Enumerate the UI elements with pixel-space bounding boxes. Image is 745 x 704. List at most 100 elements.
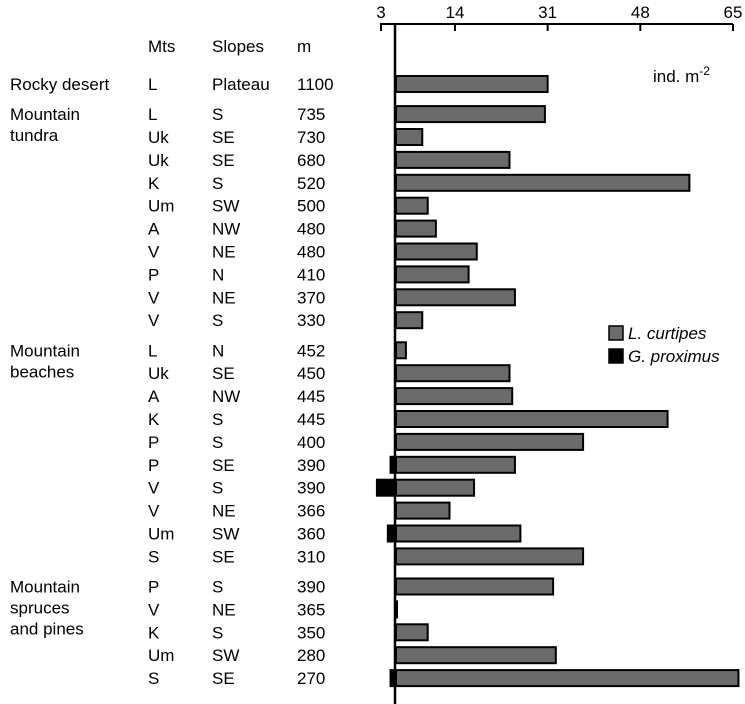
row-slope: SW [212,646,239,665]
row-elevation: 360 [297,525,325,544]
group-label: and pines [10,620,84,639]
legend-label-lc: L. curtipes [628,324,707,343]
data-rows: Rocky desert L Plateau 1100 Mountain tundra L S… [10,75,740,688]
group-label: tundra [10,126,59,145]
row-elevation: 480 [297,220,325,239]
bar-l-curtipes [395,311,424,330]
row-elevation: 410 [297,265,325,284]
bar-l-curtipes [395,242,478,261]
row-elevation: 390 [297,578,325,597]
legend-swatch-gp [608,348,624,364]
x-tick-label: 65 [724,3,743,22]
row-slope: Plateau [212,75,270,94]
axis-unit-label: ind. m-2 [653,64,710,86]
x-tick-label: 14 [446,3,465,22]
row-mts: K [148,410,160,429]
row-elevation: 445 [297,387,325,406]
bar-l-curtipes [395,524,522,543]
header-m: m [297,37,311,56]
bar-l-curtipes [395,341,407,360]
row-slope: SE [212,128,235,147]
row-slope: NW [212,220,240,239]
row-mts: K [148,174,160,193]
row-elevation: 500 [297,197,325,216]
row-mts: V [148,479,160,498]
bar-l-curtipes [395,501,451,520]
bar-l-curtipes [395,432,585,451]
bar-l-curtipes [395,410,669,428]
row-slope: NE [212,243,236,262]
bar-l-curtipes [395,288,516,307]
row-elevation: 366 [297,502,325,521]
bar-l-curtipes [395,478,476,497]
row-mts: P [148,433,159,452]
row-slope: S [212,410,223,429]
row-elevation: 680 [297,151,325,170]
row-mts: V [148,311,160,330]
bar-l-curtipes [395,150,511,169]
legend-label-gp: G. proximus [628,347,720,366]
row-elevation: 390 [297,479,325,498]
row-mts: Um [148,646,174,665]
row-elevation: 400 [297,433,325,452]
row-mts: P [148,578,159,597]
row-slope: SW [212,525,239,544]
bar-l-curtipes [395,128,424,146]
bar-l-curtipes [395,387,514,406]
row-slope: SE [212,456,235,475]
row-slope: S [212,311,223,330]
row-elevation: 270 [297,669,325,688]
bar-g-proximus [375,478,396,497]
row-mts: A [148,387,160,406]
row-slope: NW [212,387,240,406]
bar-g-proximus [389,455,396,474]
x-tick-label: 48 [631,3,650,22]
x-axis: 3 14 31 48 65 [376,3,742,31]
row-mts: A [148,220,160,239]
row-slope: SE [212,364,235,383]
svg-text:ind. m-2: ind. m-2 [653,64,710,86]
row-mts: Uk [148,151,169,170]
row-slope: S [212,623,223,642]
group-label: Mountain [10,105,80,124]
table-header: Mts Slopes m [148,37,311,56]
bar-l-curtipes [395,105,546,124]
row-slope: S [212,105,223,124]
group-label: beaches [10,362,74,381]
row-mts: Uk [148,364,169,383]
row-elevation: 452 [297,341,325,360]
row-elevation: 350 [297,623,325,642]
row-mts: V [148,502,160,521]
row-slope: SW [212,197,239,216]
legend-swatch-lc [608,325,624,341]
legend: L. curtipes G. proximus [608,324,720,366]
x-tick-label: 31 [538,3,557,22]
row-elevation: 370 [297,288,325,307]
row-mts: V [148,243,160,262]
group-label: Mountain [10,341,80,360]
row-slope: SE [212,547,235,566]
bar-l-curtipes [395,577,555,596]
bar-l-curtipes [395,669,740,688]
row-elevation: 310 [297,547,325,566]
bar-l-curtipes [395,364,511,383]
bar-l-curtipes [395,173,691,192]
bar-l-curtipes [395,623,429,642]
row-slope: SE [212,151,235,170]
unit-label: ind. m [653,67,699,86]
row-slope: N [212,341,224,360]
row-slope: S [212,433,223,452]
row-mts: V [148,288,160,307]
row-slope: S [212,479,223,498]
row-mts: Uk [148,128,169,147]
row-elevation: 390 [297,456,325,475]
row-mts: Um [148,525,174,544]
row-elevation: 450 [297,364,325,383]
row-elevation: 730 [297,128,325,147]
row-mts: K [148,623,160,642]
bar-l-curtipes [395,196,429,215]
row-elevation: 330 [297,311,325,330]
bar-l-curtipes [395,547,585,566]
header-mts: Mts [148,37,175,56]
